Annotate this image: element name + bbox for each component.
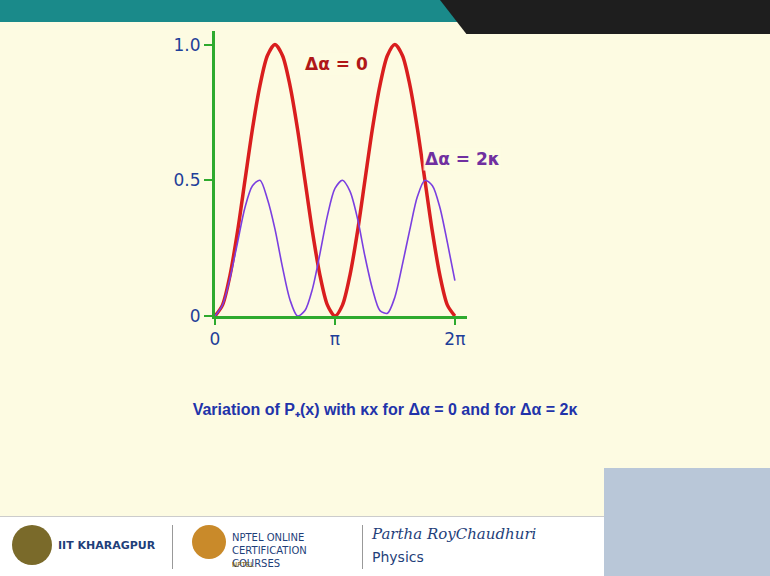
svg-text:0.5: 0.5 [174, 170, 201, 190]
html-text:NPTEL ONLINE CERTIFICATION COU: NPTEL ONLINE CERTIFICATION COURSES [232, 532, 307, 569]
svg-text:2π: 2π [444, 329, 465, 349]
svg-text:π: π [330, 329, 340, 349]
html-text:Physics: Physics [372, 549, 424, 565]
svg-text:Δα = 2κ: Δα = 2κ [425, 149, 500, 169]
html-text:NPTEL: NPTEL [232, 561, 255, 569]
html-text:IIT KHARAGPUR: IIT KHARAGPUR [58, 539, 156, 552]
svg-text:0: 0 [210, 329, 221, 349]
html-text:Variation of P₊(x) with κx for: Variation of P₊(x) with κx for Δα = 0 an… [192, 401, 578, 418]
svg-text:0: 0 [190, 306, 201, 326]
svg-text:Δα = 0: Δα = 0 [305, 54, 368, 74]
html-text:Partha RoyChaudhuri: Partha RoyChaudhuri [372, 525, 537, 543]
svg-text:1.0: 1.0 [174, 35, 201, 55]
